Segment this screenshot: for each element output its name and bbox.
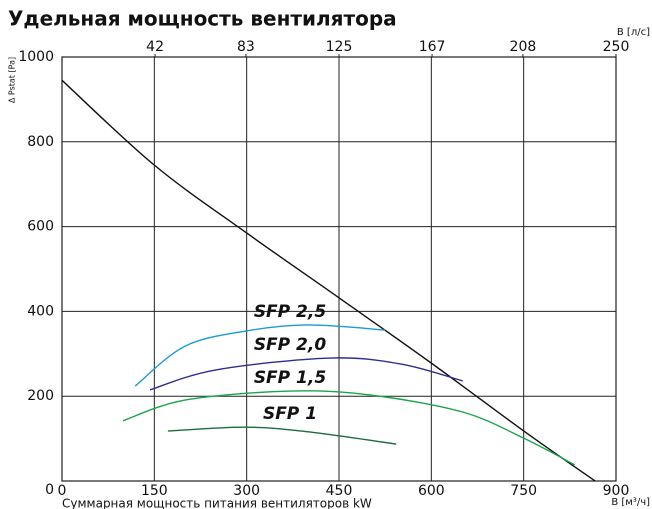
series-label: SFP 1 <box>263 404 317 424</box>
series-line <box>122 390 576 466</box>
x2-tick-label: 167 <box>419 39 446 55</box>
y-tick-label: 400 <box>27 303 54 319</box>
y-tick-label: 1000 <box>18 49 54 65</box>
x-tick-label: 0 <box>58 483 67 499</box>
y-tick-label: 800 <box>27 134 54 150</box>
series-label: SFP 1,5 <box>254 368 326 388</box>
x-tick-label: 750 <box>510 483 537 499</box>
x-tick-label: 300 <box>233 483 260 499</box>
x2-tick-label: 42 <box>146 39 164 55</box>
x-tick-label: 450 <box>326 483 353 499</box>
chart-title: Удельная мощность вентилятора <box>8 7 397 31</box>
x2-tick-label: 250 <box>603 39 630 55</box>
x2-tick-label: 83 <box>237 39 255 55</box>
x-tick-label: 600 <box>418 483 445 499</box>
series-line <box>61 79 596 482</box>
x-axis-label: Суммарная мощность питания вентиляторов … <box>62 497 372 509</box>
series-line <box>149 357 463 391</box>
y-tick-label: 600 <box>27 219 54 235</box>
x-unit-label: В [м³/ч] <box>611 497 650 508</box>
x2-tick-label: 208 <box>510 39 537 55</box>
x2-unit-label: В [л/с] <box>617 27 650 38</box>
series-line <box>134 324 386 387</box>
x-tick-label: 900 <box>603 483 630 499</box>
x-tick-label: 150 <box>141 483 168 499</box>
series-label: SFP 2,0 <box>254 335 327 355</box>
y-tick-label: 200 <box>27 388 54 404</box>
y-tick-label: 0 <box>45 482 54 498</box>
y-axis-label: Δ Pstat [Pa] <box>8 57 17 103</box>
series-label: SFP 2,5 <box>254 302 326 322</box>
series-line <box>167 426 397 445</box>
x2-tick-label: 125 <box>326 39 353 55</box>
